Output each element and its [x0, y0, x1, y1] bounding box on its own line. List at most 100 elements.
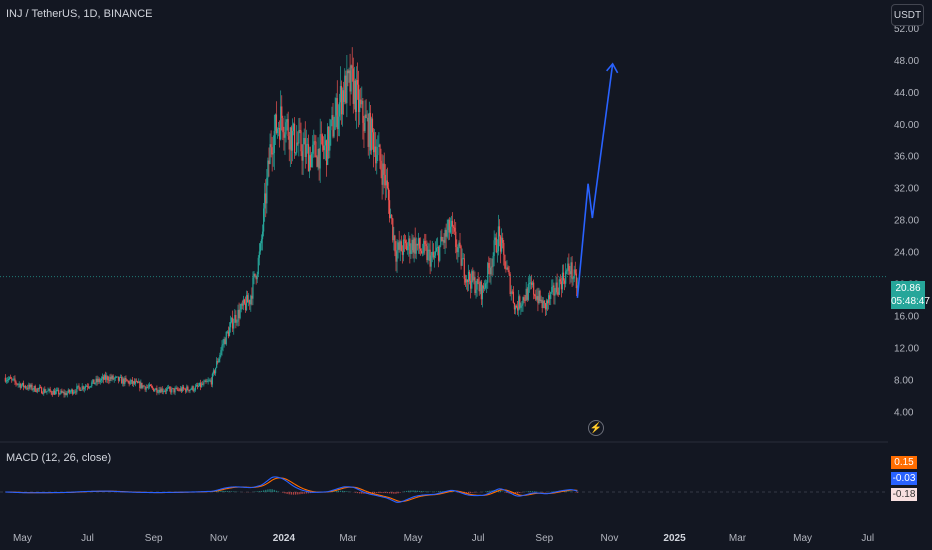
candle-body: [36, 388, 38, 392]
candle-body: [374, 146, 376, 153]
candle-body: [447, 219, 449, 231]
candle-body: [153, 388, 155, 392]
candle-body: [111, 375, 113, 379]
candle-body: [487, 263, 489, 283]
candle-body: [318, 149, 320, 169]
candle-body: [470, 280, 472, 289]
candle-body: [404, 240, 407, 244]
candle-body: [285, 122, 287, 135]
candle-body: [17, 384, 19, 386]
last-price-tag: 20.86 05:48:47: [891, 281, 930, 309]
macd-line-tag: -0.03: [891, 472, 917, 485]
candle-body: [116, 376, 119, 378]
candle-body: [202, 383, 204, 385]
candle-body: [206, 381, 208, 383]
candle-body: [379, 144, 381, 161]
candle-body: [406, 243, 408, 251]
currency-button[interactable]: USDT: [891, 4, 924, 26]
candle-body: [165, 388, 168, 392]
x-tick-label-11: Mar: [729, 533, 747, 544]
candle-body: [89, 386, 91, 388]
candle-body: [571, 262, 573, 279]
candle-body: [53, 390, 56, 395]
candle-body: [355, 79, 358, 112]
candle-body: [138, 381, 140, 383]
candle-body: [95, 378, 97, 383]
candle-body: [216, 361, 218, 368]
candle-body: [33, 385, 35, 390]
candle-body: [366, 117, 368, 119]
candle-body: [321, 134, 323, 146]
candle-body: [179, 388, 181, 391]
candle-body: [129, 381, 131, 385]
candle-body: [223, 339, 225, 344]
candle-body: [459, 242, 461, 247]
candle-body: [73, 392, 75, 394]
candle-body: [543, 300, 545, 304]
candle-body: [564, 280, 566, 284]
candle-body: [181, 386, 184, 392]
candle-body: [319, 134, 321, 169]
candle-body: [242, 299, 244, 306]
lightning-icon[interactable]: ⚡: [588, 420, 604, 436]
candle-body: [368, 112, 370, 147]
candle-body: [249, 300, 251, 305]
candle-body: [534, 294, 536, 297]
projection-path[interactable]: [576, 63, 614, 298]
candle-body: [188, 389, 190, 392]
candle-body: [15, 381, 17, 384]
candle-body: [352, 68, 354, 104]
candle-body: [335, 98, 337, 116]
candle-body: [77, 385, 79, 387]
candle-body: [270, 144, 272, 148]
candle-body: [514, 305, 517, 310]
candle-body: [549, 295, 551, 299]
candle-body: [383, 163, 385, 175]
candle-body: [141, 382, 143, 388]
candle-body: [272, 153, 274, 155]
last-price-value: 20.86: [895, 283, 921, 294]
candle-body: [7, 378, 10, 381]
candle-body: [82, 386, 84, 390]
candle-body: [148, 384, 151, 387]
candle-body: [510, 291, 512, 294]
candle-body: [283, 132, 285, 138]
candle-body: [122, 378, 124, 384]
macd-histogram-tag: 0.15: [891, 456, 917, 469]
candle-body: [75, 391, 77, 393]
candle-body: [556, 282, 558, 293]
candle-body: [126, 379, 128, 382]
candle-body: [261, 231, 264, 240]
candle-body: [531, 282, 534, 285]
candle-body: [106, 376, 108, 380]
candle-body: [264, 193, 266, 209]
candle-body: [204, 380, 206, 383]
candle-body: [232, 317, 234, 329]
candle-body: [255, 276, 257, 280]
candle-body: [58, 389, 60, 395]
candle-body: [562, 272, 565, 281]
candle-body: [506, 267, 508, 270]
candle-body: [324, 140, 327, 146]
candle-body: [573, 269, 575, 279]
candle-body: [489, 267, 491, 275]
candle-body: [417, 238, 419, 246]
candle-body: [92, 379, 94, 383]
candle-body: [478, 284, 480, 292]
candle-body: [521, 304, 523, 306]
candle-body: [121, 377, 123, 384]
candle-body: [146, 387, 148, 388]
countdown-timer: 05:48:47: [891, 296, 930, 307]
candle-body: [125, 377, 127, 380]
macd-signal-line: [5, 477, 578, 503]
candle-body: [432, 251, 434, 258]
candle-body: [512, 291, 514, 303]
candle-body: [136, 381, 138, 383]
candle-body: [369, 112, 371, 151]
candle-body: [300, 130, 302, 152]
candle-body: [281, 106, 283, 119]
y-tick-label-6: 28.00: [894, 216, 919, 227]
candle-body: [540, 299, 542, 302]
candle-body: [523, 297, 525, 301]
